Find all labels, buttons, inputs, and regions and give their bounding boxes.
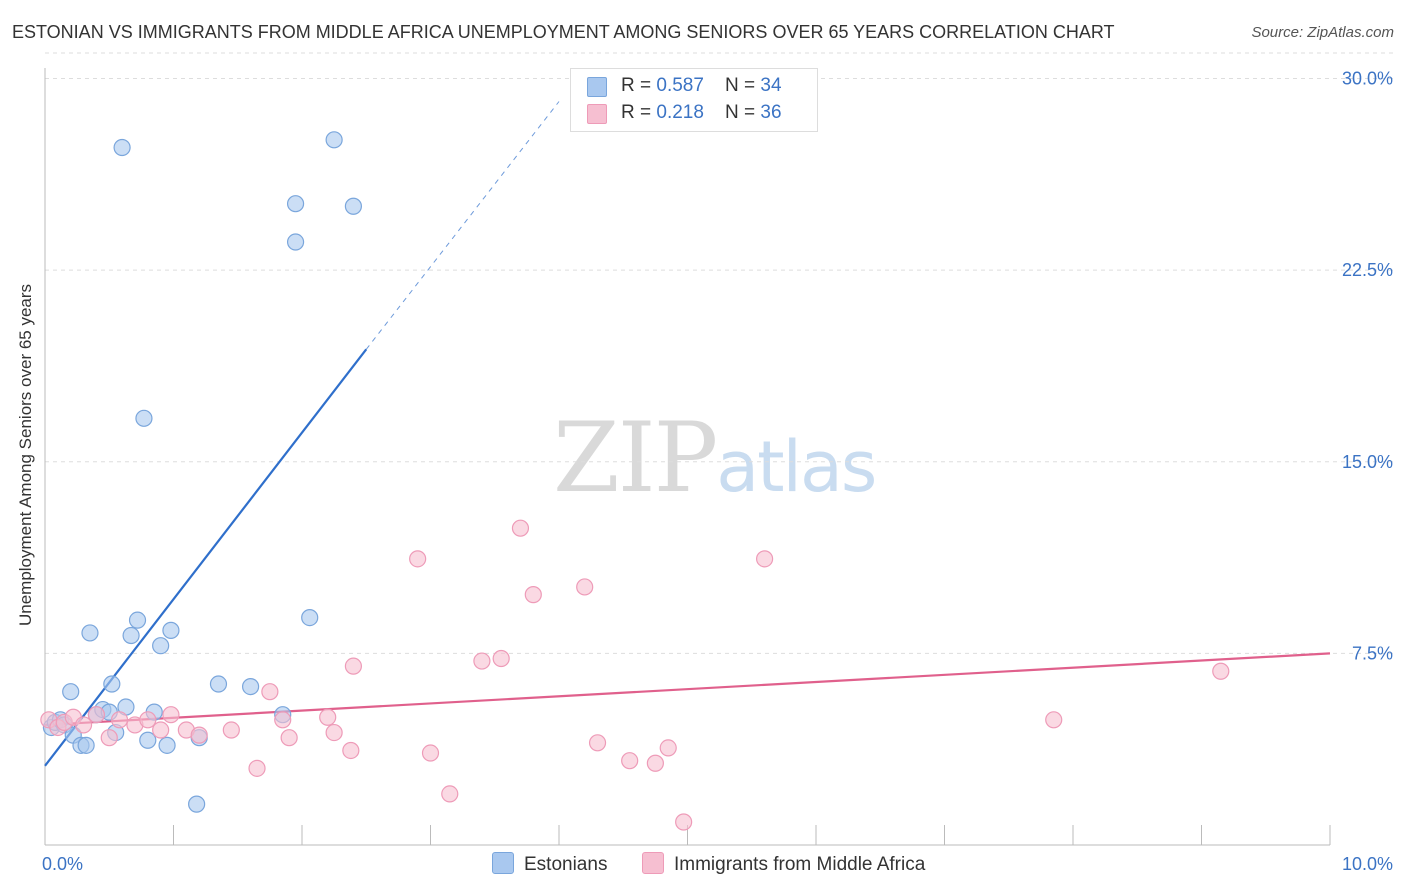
estonian-point — [188, 795, 206, 813]
immigrant-point — [162, 706, 180, 724]
watermark-zip: ZIP — [553, 402, 718, 514]
immigrant-point — [222, 721, 240, 739]
immigrant-point — [492, 649, 510, 668]
estonian-point — [135, 409, 153, 427]
immigrant-point — [248, 759, 266, 777]
immigrant-point — [319, 708, 337, 726]
trend-lines — [44, 101, 1331, 767]
bottom-legend-swatch-blue — [492, 852, 514, 874]
immigrant-point — [421, 744, 440, 762]
estonian-point — [122, 626, 140, 645]
estonian-point — [162, 621, 180, 639]
immigrant-point — [261, 683, 279, 701]
estonian-point — [242, 677, 260, 696]
legend-n-label: N = — [725, 75, 761, 96]
watermark: ZIPatlas — [553, 402, 877, 514]
immigrant-point — [87, 706, 106, 724]
legend-r-label: R = — [621, 75, 657, 96]
data-points — [40, 131, 1230, 831]
bottom-legend-label: Estonians — [524, 854, 608, 875]
legend-r-value: 0.587 — [656, 75, 704, 96]
estonian-point — [81, 624, 99, 642]
immigrant-point — [409, 550, 427, 568]
estonian-point — [301, 609, 319, 627]
legend-n-label: N = — [725, 102, 761, 123]
tick-labels: 7.5% 15.0% 22.5% 30.0% 0.0% 10.0% — [42, 69, 1393, 875]
source-credit: Source: ZipAtlas.com — [1251, 24, 1394, 41]
legend-n-value: 34 — [760, 75, 782, 96]
correlation-legend: R = 0.587 N = 34 R = 0.218 N = 36 — [570, 68, 818, 132]
immigrant-point — [588, 734, 607, 752]
immigrant-point — [139, 711, 157, 729]
legend-swatch-pink — [587, 104, 607, 124]
estonian-point — [77, 736, 95, 754]
legend-r-label: R = — [621, 102, 657, 123]
immigrant-point — [659, 739, 677, 757]
estonian-point — [139, 731, 157, 749]
estonian-trend-extension — [365, 101, 560, 350]
legend-n-value: 36 — [760, 102, 782, 123]
watermark-atlas: atlas — [716, 426, 877, 508]
immigrant-point — [524, 586, 542, 604]
immigrant-point — [280, 729, 298, 747]
immigrant-point — [441, 785, 459, 803]
immigrant-point — [576, 578, 594, 596]
immigrant-point — [675, 813, 693, 831]
y-tick-label: 15.0% — [1342, 452, 1393, 472]
estonian-point — [113, 138, 131, 157]
estonian-point — [158, 736, 176, 754]
chart-title: ESTONIAN VS IMMIGRANTS FROM MIDDLE AFRIC… — [12, 22, 1115, 42]
bottom-legend-label: Immigrants from Middle Africa — [674, 854, 926, 875]
y-tick-label: 30.0% — [1342, 69, 1393, 89]
legend-swatch-blue — [587, 77, 607, 97]
bottom-legend-estonians: Estonians — [492, 852, 607, 876]
estonian-point — [344, 197, 362, 215]
immigrant-point — [342, 741, 360, 760]
estonian-point — [152, 637, 170, 655]
legend-text: R = 0.587 N = 34 — [621, 75, 782, 97]
grid-lines — [45, 52, 1395, 654]
estonian-point — [62, 683, 80, 701]
bottom-legend-swatch-pink — [642, 852, 664, 874]
legend-text: R = 0.218 N = 36 — [621, 102, 782, 124]
estonian-point — [325, 131, 343, 149]
immigrant-point — [100, 729, 118, 747]
immigrant-trend-line — [44, 652, 1331, 727]
estonian-point — [209, 675, 228, 693]
immigrant-point — [511, 519, 530, 537]
estonian-trend-line — [44, 348, 368, 767]
immigrant-point — [1212, 662, 1230, 680]
y-tick-label: 22.5% — [1342, 260, 1393, 280]
immigrant-point — [274, 711, 292, 729]
immigrant-point — [1045, 711, 1063, 729]
immigrant-point — [621, 752, 639, 770]
immigrant-point — [344, 657, 362, 675]
immigrant-point — [74, 716, 93, 734]
immigrant-point — [646, 754, 664, 772]
bottom-legend-immigrants: Immigrants from Middle Africa — [642, 852, 925, 876]
immigrant-point — [325, 723, 343, 742]
y-tick-label: 7.5% — [1352, 643, 1393, 663]
immigrant-point — [190, 726, 208, 744]
immigrant-point — [473, 652, 491, 670]
x-tick-label: 0.0% — [42, 854, 83, 874]
legend-r-value: 0.218 — [656, 102, 704, 123]
immigrant-point — [110, 711, 129, 729]
immigrant-point — [755, 550, 774, 568]
immigrant-point — [152, 721, 170, 739]
x-tick-label: 10.0% — [1342, 854, 1393, 874]
estonian-point — [103, 675, 121, 693]
estonian-point — [286, 233, 305, 251]
estonian-point — [128, 611, 147, 629]
estonian-point — [286, 195, 305, 213]
